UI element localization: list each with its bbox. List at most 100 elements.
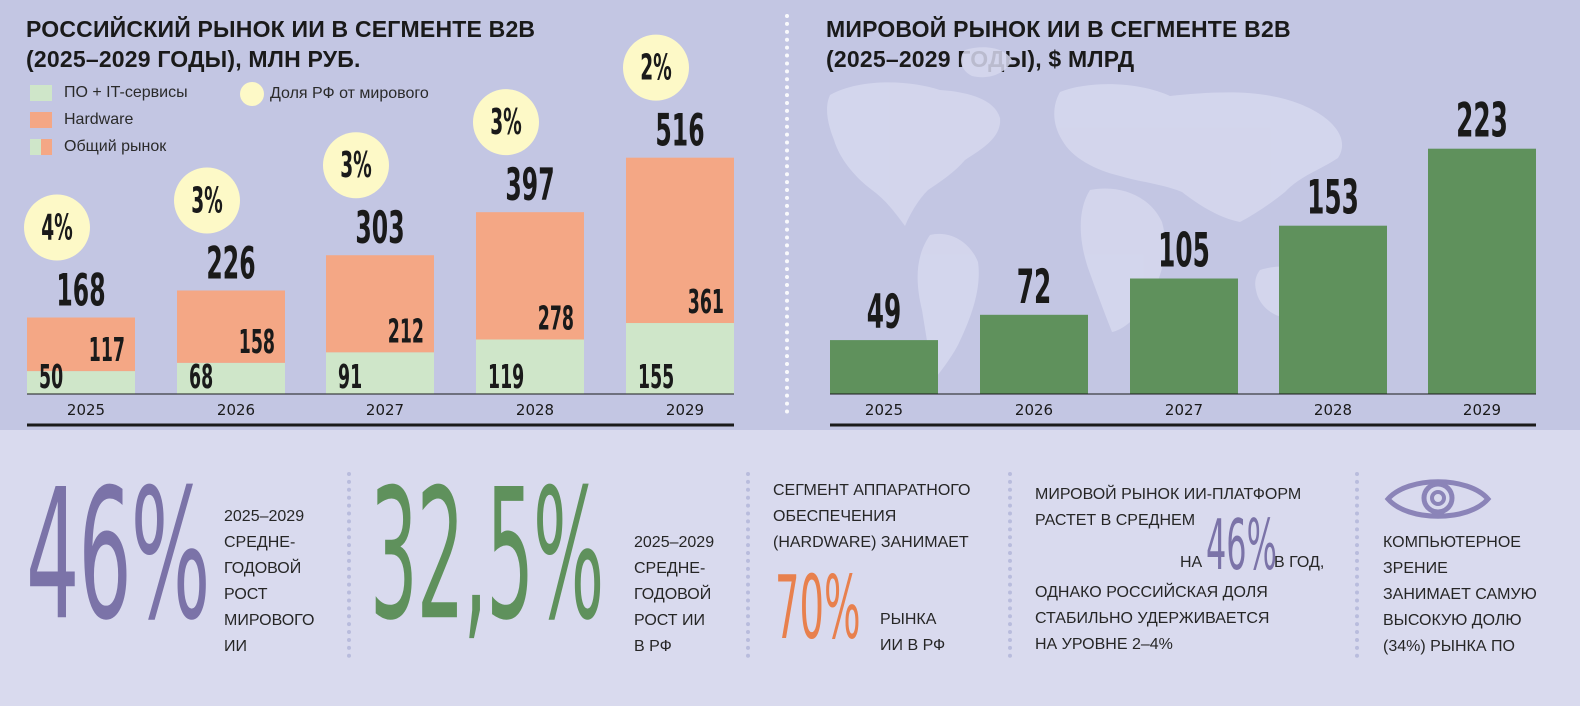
world-value-label: 153 xyxy=(1307,170,1359,225)
legend-hardware-swatch xyxy=(30,112,52,128)
eye-icon xyxy=(1384,479,1492,519)
legend-total: Общий рынок xyxy=(30,138,166,156)
platform-text-top: Мировой рынок ИИ-платформ растет в средн… xyxy=(1035,482,1301,534)
hardware-value-label: 212 xyxy=(388,314,424,352)
legend-share: Доля РФ от мирового xyxy=(240,82,429,106)
hardware-text-top: Сегмент аппаратного обеспечения (hardwar… xyxy=(773,478,970,556)
rf-growth-value: 32,5% xyxy=(370,451,604,661)
share-circle xyxy=(473,89,539,156)
hardware-value-label: 117 xyxy=(89,332,125,370)
share-circle xyxy=(323,132,389,199)
share-label: 4% xyxy=(41,207,73,248)
share-label: 3% xyxy=(490,102,522,143)
cv-text-line: высокую долю xyxy=(1383,612,1522,629)
hardware-bar xyxy=(476,212,584,340)
world-value-label: 49 xyxy=(867,284,902,339)
world-growth-text: 2025–2029 средне- годовой рост мирового … xyxy=(224,504,314,660)
platform-growth-value: 46% xyxy=(1206,504,1277,586)
total-value-label: 226 xyxy=(206,238,255,289)
cv-text-line: зрение xyxy=(1383,560,1448,577)
x-tick-label: 2026 xyxy=(1015,401,1053,419)
left-chart-title: РОССИЙСКИЙ РЫНОК ИИ В СЕГМЕНТЕ B2B (2025… xyxy=(26,14,535,74)
platform-text-line: растет в среднем xyxy=(1035,512,1196,529)
charts-divider xyxy=(785,14,789,414)
platform-text-bottom: однако российская доля стабильно удержив… xyxy=(1035,580,1269,658)
hardware-text-line: ИИ в РФ xyxy=(880,637,946,654)
hardware-value-label: 278 xyxy=(538,301,574,339)
platform-pre-label: на xyxy=(1180,554,1203,571)
world-growth-value: 46% xyxy=(26,451,210,661)
world-growth-line: 2025–2029 xyxy=(224,508,305,525)
stats-divider xyxy=(1008,472,1012,658)
software-bar xyxy=(326,352,434,394)
platform-text-line: Мировой рынок ИИ-платформ xyxy=(1035,486,1302,503)
software-bar xyxy=(27,371,135,394)
share-circle xyxy=(24,194,90,261)
legend-software-swatch xyxy=(30,85,52,101)
rf-growth-text: 2025–2029 средне- годовой рост ИИ в РФ xyxy=(634,530,714,660)
platform-post-label: в год, xyxy=(1274,554,1325,571)
legend-total-label: Общий рынок xyxy=(64,138,167,155)
software-bar xyxy=(177,362,285,394)
world-bar xyxy=(1279,225,1387,394)
software-bar xyxy=(476,339,584,394)
x-tick-label: 2026 xyxy=(217,401,255,419)
stats-divider xyxy=(1355,472,1359,658)
world-market-chart: 49 2025 72 2026 105 2027 153 2028 223 2029 xyxy=(827,47,1536,427)
hardware-text-line: обеспечения xyxy=(773,508,897,525)
hardware-text-line: Сегмент аппаратного xyxy=(773,482,971,499)
rf-growth-line: рост ИИ xyxy=(634,612,706,629)
total-value-label: 516 xyxy=(655,106,704,157)
rf-growth-line: годовой xyxy=(634,586,712,603)
world-bar xyxy=(1428,148,1536,394)
software-value-label: 155 xyxy=(638,359,674,397)
total-value-label: 168 xyxy=(56,265,105,316)
world-value-label: 223 xyxy=(1456,93,1508,148)
world-growth-line: ИИ xyxy=(224,638,247,655)
x-tick-label: 2025 xyxy=(865,401,903,419)
legend-hardware-label: Hardware xyxy=(64,111,134,128)
right-chart-title-line1: МИРОВОЙ РЫНОК ИИ В СЕГМЕНТЕ B2B xyxy=(826,16,1291,42)
legend-software-label: ПО + IT-сервисы xyxy=(64,84,188,101)
hardware-text-bottom: рынка ИИ в РФ xyxy=(880,607,945,659)
x-tick-label: 2028 xyxy=(1314,401,1352,419)
software-value-label: 91 xyxy=(338,359,362,397)
x-tick-label: 2027 xyxy=(366,401,404,419)
hardware-text-line: рынка xyxy=(880,611,937,628)
russian-market-chart: 50 117 168 4% 2025 68 158 226 3% 2026 91 212 303 3% 20… xyxy=(24,34,734,427)
left-chart-title-line2: (2025–2029 ГОДЫ), МЛН РУБ. xyxy=(26,46,361,72)
stats-divider xyxy=(746,472,750,658)
hardware-value-label: 361 xyxy=(688,284,724,322)
share-circle xyxy=(623,34,689,101)
platform-text-line: однако российская доля xyxy=(1035,584,1268,601)
x-tick-label: 2027 xyxy=(1165,401,1203,419)
hardware-bar xyxy=(626,157,734,324)
platform-text-line: на уровне 2–4% xyxy=(1035,636,1173,653)
rf-growth-line: средне- xyxy=(634,560,706,577)
x-tick-label: 2029 xyxy=(1463,401,1501,419)
world-value-label: 72 xyxy=(1017,259,1052,314)
world-growth-line: рост xyxy=(224,586,268,603)
world-growth-line: средне- xyxy=(224,534,296,551)
legend-total-swatch xyxy=(30,139,52,155)
total-value-label: 397 xyxy=(505,160,554,211)
charts-panel: РОССИЙСКИЙ РЫНОК ИИ В СЕГМЕНТЕ B2B (2025… xyxy=(0,0,1580,430)
hardware-bar xyxy=(27,317,135,372)
world-value-label: 105 xyxy=(1158,223,1210,278)
share-label: 2% xyxy=(640,47,672,88)
stats-panel: 46% 2025–2029 средне- годовой рост миров… xyxy=(0,430,1580,706)
rf-growth-line: 2025–2029 xyxy=(634,534,715,551)
legend-share-label: Доля РФ от мирового xyxy=(270,85,429,102)
hardware-bar xyxy=(177,290,285,363)
cv-text-line: занимает самую xyxy=(1383,586,1537,603)
world-bar xyxy=(1130,278,1238,394)
rf-growth-line: в РФ xyxy=(634,638,672,655)
world-growth-line: годовой xyxy=(224,560,302,577)
software-bar xyxy=(626,323,734,394)
x-tick-label: 2028 xyxy=(516,401,554,419)
world-bar xyxy=(830,340,938,394)
share-label: 3% xyxy=(340,145,372,186)
share-label: 3% xyxy=(191,180,223,221)
legend-share-dot xyxy=(240,82,264,106)
world-bar xyxy=(980,314,1088,394)
